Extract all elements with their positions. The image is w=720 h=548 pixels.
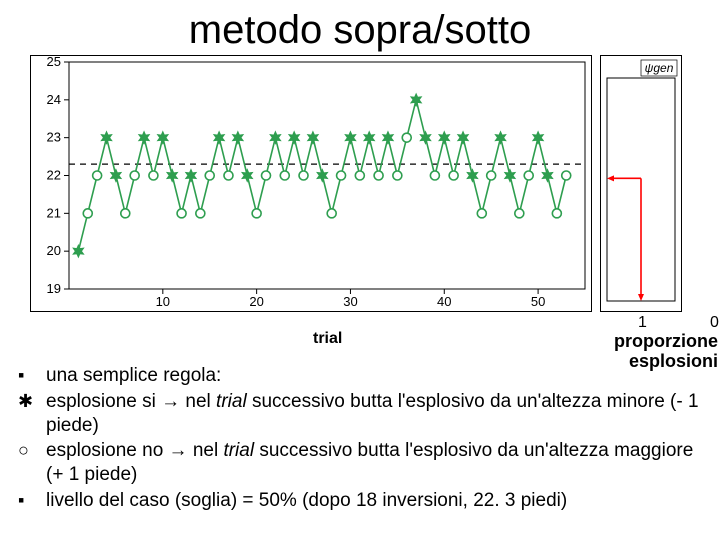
chart-area: altezza (piedi) 192021222324251020304050… bbox=[30, 55, 720, 312]
bullet-item: ✱esplosione si → nel trial successivo bu… bbox=[18, 390, 710, 438]
bullet-marker: ▪ bbox=[18, 364, 46, 388]
bullet-text: esplosione no → nel trial successivo but… bbox=[46, 439, 710, 487]
side-chart: ψgen bbox=[600, 55, 682, 312]
svg-text:50: 50 bbox=[531, 294, 545, 309]
svg-text:21: 21 bbox=[47, 205, 61, 220]
bullet-item: ▪livello del caso (soglia) = 50% (dopo 1… bbox=[18, 489, 710, 513]
bullet-marker: ▪ bbox=[18, 489, 46, 513]
svg-text:10: 10 bbox=[156, 294, 170, 309]
proportion-axis-right: 0 bbox=[710, 314, 719, 332]
svg-text:20: 20 bbox=[47, 243, 61, 258]
bullet-marker: ○ bbox=[18, 439, 46, 487]
bullet-text: livello del caso (soglia) = 50% (dopo 18… bbox=[46, 489, 710, 513]
proportion-axis-left: 1 bbox=[638, 314, 647, 332]
bullet-list: ▪una semplice regola:✱esplosione si → ne… bbox=[18, 364, 710, 513]
svg-text:24: 24 bbox=[47, 92, 61, 107]
bullet-marker: ✱ bbox=[18, 390, 46, 438]
x-axis-label: trial bbox=[313, 330, 342, 348]
bullet-item: ▪una semplice regola: bbox=[18, 364, 710, 388]
svg-text:ψgen: ψgen bbox=[645, 61, 674, 75]
bullet-text: esplosione si → nel trial successivo but… bbox=[46, 390, 710, 438]
page-title: metodo sopra/sotto bbox=[0, 8, 720, 53]
svg-text:19: 19 bbox=[47, 281, 61, 296]
svg-text:40: 40 bbox=[437, 294, 451, 309]
svg-text:23: 23 bbox=[47, 130, 61, 145]
svg-text:30: 30 bbox=[343, 294, 357, 309]
bullet-item: ○esplosione no → nel trial successivo bu… bbox=[18, 439, 710, 487]
svg-text:20: 20 bbox=[249, 294, 263, 309]
svg-text:22: 22 bbox=[47, 168, 61, 183]
bullet-text: una semplice regola: bbox=[46, 364, 710, 388]
svg-text:25: 25 bbox=[47, 55, 61, 69]
proportion-caption: proporzioneesplosioni bbox=[614, 332, 718, 372]
main-chart: 19 20 21 22 23 24 25 10 20 30 40 50 bbox=[30, 55, 592, 312]
axis-labels-row: trial 1 0 proporzioneesplosioni bbox=[68, 312, 720, 358]
